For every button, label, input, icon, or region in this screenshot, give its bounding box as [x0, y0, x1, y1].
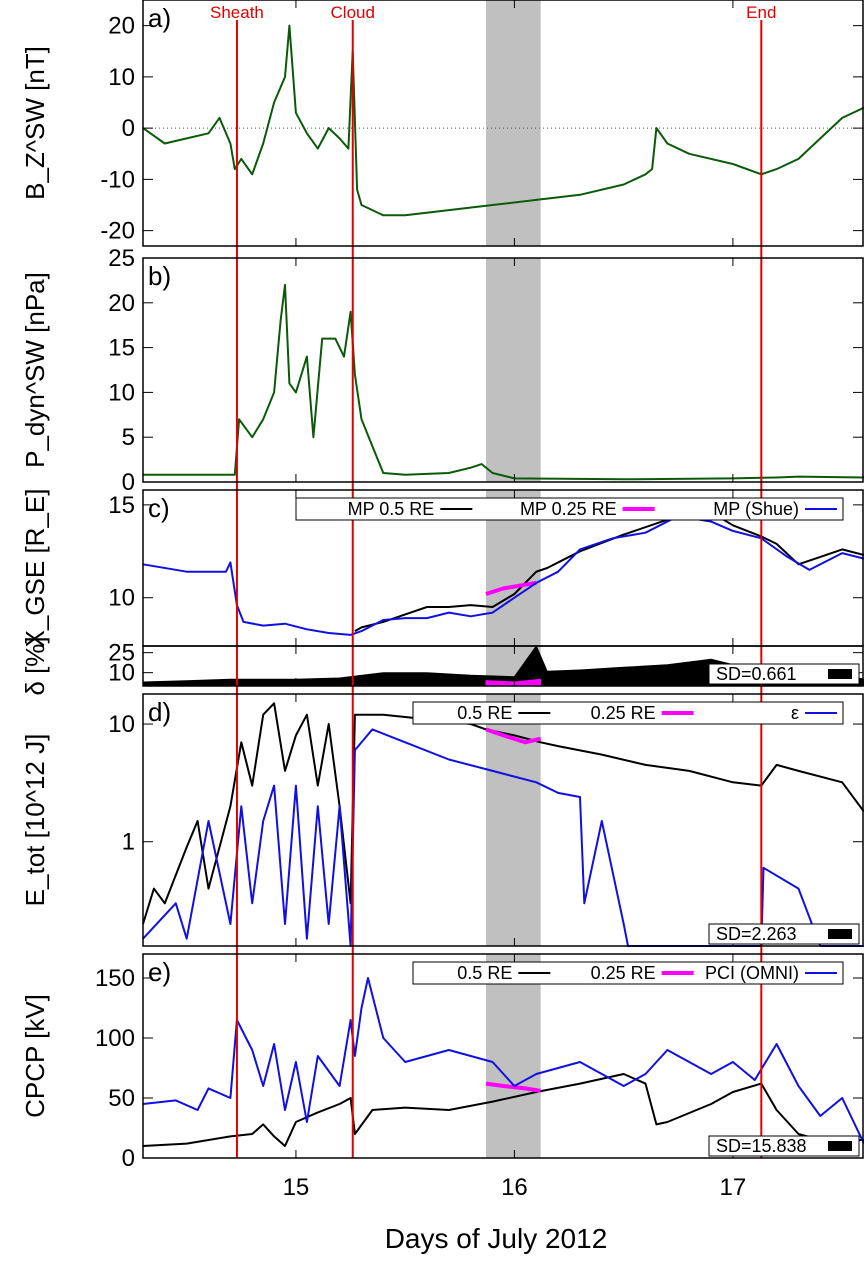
ytick-label-b-5: 25: [108, 245, 135, 272]
legend-d: 0.5 RE 0.25 RE ε: [412, 701, 844, 725]
ytick-label-c2-1: 25: [108, 640, 135, 667]
x-axis-label: Days of July 2012: [385, 1223, 608, 1254]
ytick-label-b-0: 0: [122, 469, 135, 496]
panel-label-b: b): [148, 261, 171, 291]
ytick-label-a-2: 0: [122, 115, 135, 142]
series-d-2: [142, 728, 864, 947]
y-axis-label-a: B_Z^SW [nT]: [20, 46, 50, 200]
ytick-label-b-1: 5: [122, 424, 135, 451]
sd-box-d: SD=2.263: [708, 923, 860, 945]
ytick-label-c2-0: 10: [108, 660, 135, 687]
sd-label-d: SD=2.263: [716, 924, 797, 944]
panel-label-e: e): [148, 957, 171, 987]
panel-frame-d: [142, 693, 864, 947]
sd-swatch-e: [828, 1141, 852, 1151]
legend-box-c: [295, 497, 844, 521]
y-axis-label-c2: δ [%]: [20, 636, 50, 695]
ytick-label-b-4: 20: [108, 290, 135, 317]
legend-label-e-2: PCI (OMNI): [705, 963, 799, 983]
ytick-label-e-3: 150: [95, 965, 135, 992]
ytick-label-e-2: 100: [95, 1025, 135, 1052]
legend-label-d-1: 0.25 RE: [591, 703, 656, 723]
ytick-label-a-4: 20: [108, 13, 135, 40]
sd-frame-c2: [708, 663, 860, 685]
panel-label-c: c): [148, 493, 170, 523]
ytick-label-b-2: 10: [108, 379, 135, 406]
series-layer: [142, 24, 864, 1147]
ytick-label-d-1: 10: [108, 711, 135, 738]
legend-label-d-2: ε: [791, 703, 799, 723]
panel-frames-layer: [142, 0, 864, 1159]
legend-label-c-1: MP 0.25 RE: [520, 499, 617, 519]
ytick-label-a-1: -10: [100, 166, 135, 193]
ytick-label-a-0: -20: [100, 218, 135, 245]
panel-label-d: d): [148, 697, 171, 727]
series-b-0: [143, 283, 864, 481]
shaded-interval-a: [486, 0, 541, 246]
ytick-label-d-0: 1: [122, 829, 135, 856]
sd-frame-e: [708, 1135, 860, 1157]
event-label-0: Sheath: [210, 3, 264, 22]
ytick-label-b-3: 15: [108, 335, 135, 362]
y-axis-label-d: E_tot [10^12 J]: [20, 734, 50, 907]
series-c-0: [354, 511, 864, 632]
legend-box-e: [412, 961, 844, 985]
panel-frame-c2: [142, 645, 864, 687]
ytick-label-c-1: 15: [108, 492, 135, 519]
panel-label-a: a): [148, 3, 171, 33]
xtick-label-0: 15: [283, 1174, 310, 1201]
legend-label-c-0: MP 0.5 RE: [348, 499, 435, 519]
sd-box-e: SD=15.838: [708, 1135, 860, 1157]
series-c-1: [485, 580, 537, 596]
sd-label-e: SD=15.838: [716, 1136, 807, 1156]
series-e-2: [142, 977, 864, 1145]
series-d-1: [485, 727, 542, 745]
legend-box-d: [412, 701, 844, 725]
shaded-interval-e: [486, 954, 541, 1158]
legend-label-d-0: 0.5 RE: [457, 703, 512, 723]
series-a-0: [142, 24, 864, 217]
sd-frame-d: [708, 923, 860, 945]
y-axis-label-c: X_GSE [R_E]: [20, 489, 50, 648]
xtick-label-2: 17: [720, 1174, 747, 1201]
sd-swatch-c2: [828, 669, 852, 679]
legend-e: 0.5 RE 0.25 RE PCI (OMNI): [412, 961, 844, 985]
ytick-label-a-3: 10: [108, 64, 135, 91]
panel-frame-a: [142, 0, 864, 247]
panel-frame-e: [142, 953, 864, 1159]
legend-c: MP 0.5 RE MP 0.25 RE MP (Shue): [295, 497, 844, 521]
y-axis-label-e: CPCP [kV]: [20, 994, 50, 1118]
series-e-1: [485, 1081, 541, 1093]
sd-box-c2: SD=0.661: [708, 663, 860, 685]
legend-label-c-2: MP (Shue): [713, 499, 799, 519]
ytick-label-c-0: 10: [108, 585, 135, 612]
sd-swatch-d: [828, 929, 852, 939]
legend-label-e-0: 0.5 RE: [457, 963, 512, 983]
xtick-label-1: 16: [501, 1174, 528, 1201]
legend-label-e-1: 0.25 RE: [591, 963, 656, 983]
sd-label-c2: SD=0.661: [716, 664, 797, 684]
ytick-label-e-1: 50: [108, 1085, 135, 1112]
event-label-1: Cloud: [331, 3, 375, 22]
shaded-interval-b: [486, 258, 541, 482]
ytick-label-e-0: 0: [122, 1145, 135, 1172]
series-e-0: [142, 1073, 864, 1147]
series-c-2: [142, 515, 864, 636]
panel-frame-b: [142, 257, 864, 483]
y-axis-label-b: P_dyn^SW [nPa]: [20, 272, 50, 468]
event-label-2: End: [746, 3, 776, 22]
